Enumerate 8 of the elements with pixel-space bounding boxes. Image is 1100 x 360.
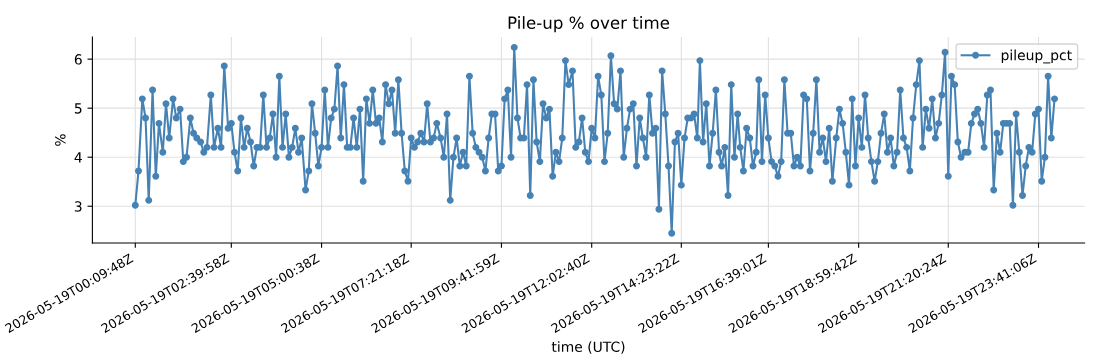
y-tick-label: 3 (74, 201, 82, 212)
legend-label: pileup_pct (1001, 49, 1072, 64)
y-tick-label: 4 (74, 152, 82, 163)
chart-title: Pile-up % over time (508, 16, 670, 33)
y-tick-label: 5 (74, 103, 82, 114)
x-axis-title: time (UTC) (551, 341, 625, 354)
y-tick-label: 6 (74, 54, 82, 65)
y-axis-title: % (55, 134, 66, 146)
